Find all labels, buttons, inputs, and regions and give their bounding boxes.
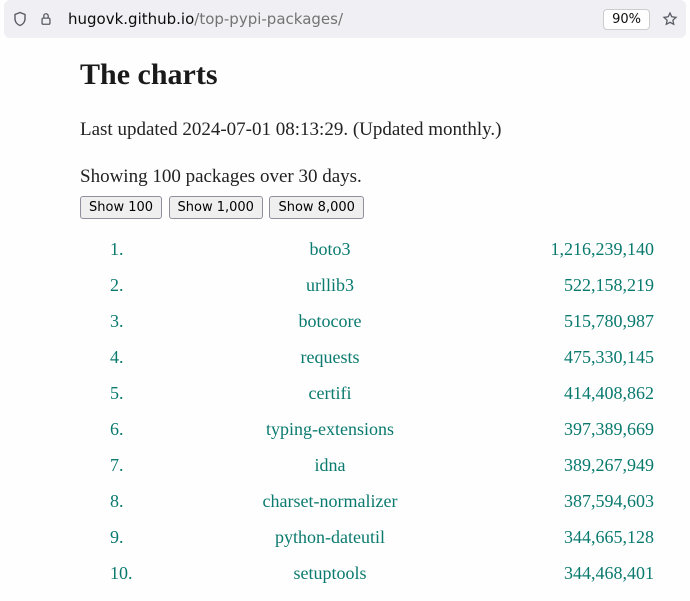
package-downloads: 414,408,862 — [504, 375, 654, 411]
package-name-cell: python-dateutil — [156, 519, 504, 555]
package-downloads: 389,267,949 — [504, 447, 654, 483]
package-downloads: 344,468,401 — [504, 555, 654, 591]
package-downloads: 1,216,239,140 — [504, 231, 654, 267]
package-link[interactable]: botocore — [299, 311, 362, 331]
package-link[interactable]: setuptools — [293, 563, 366, 583]
package-name-cell: botocore — [156, 303, 504, 339]
package-link[interactable]: requests — [301, 347, 360, 367]
page-title: The charts — [80, 58, 654, 92]
show-1000-button[interactable]: Show 1,000 — [169, 196, 263, 219]
package-row: urllib3 522,158,219 — [110, 267, 654, 303]
package-row: typing-extensions 397,389,669 — [110, 411, 654, 447]
package-name-cell: requests — [156, 339, 504, 375]
shield-icon[interactable] — [8, 7, 32, 31]
package-row: certifi 414,408,862 — [110, 375, 654, 411]
package-link[interactable]: python-dateutil — [275, 527, 385, 547]
package-name-cell: boto3 — [156, 231, 504, 267]
zoom-badge[interactable]: 90% — [603, 9, 650, 30]
package-link[interactable]: boto3 — [309, 239, 350, 259]
package-link[interactable]: urllib3 — [306, 275, 354, 295]
package-link[interactable]: typing-extensions — [266, 419, 394, 439]
package-row: requests 475,330,145 — [110, 339, 654, 375]
package-row: idna 389,267,949 — [110, 447, 654, 483]
package-downloads: 397,389,669 — [504, 411, 654, 447]
package-name-cell: urllib3 — [156, 267, 504, 303]
url-path: /top-pypi-packages/ — [194, 10, 343, 28]
package-name-cell: typing-extensions — [156, 411, 504, 447]
page-content: The charts Last updated 2024-07-01 08:13… — [0, 38, 690, 601]
package-row: python-dateutil 344,665,128 — [110, 519, 654, 555]
package-name-cell: certifi — [156, 375, 504, 411]
package-list: boto31,216,239,140urllib3522,158,219boto… — [80, 231, 654, 591]
url-host: hugovk.github.io — [68, 10, 194, 28]
show-100-button[interactable]: Show 100 — [80, 196, 162, 219]
package-link[interactable]: idna — [315, 455, 346, 475]
package-name-cell: idna — [156, 447, 504, 483]
package-link[interactable]: charset-normalizer — [263, 491, 398, 511]
package-row: charset-normalizer 387,594,603 — [110, 483, 654, 519]
package-row: setuptools 344,468,401 — [110, 555, 654, 591]
package-downloads: 522,158,219 — [504, 267, 654, 303]
package-downloads: 387,594,603 — [504, 483, 654, 519]
package-downloads: 515,780,987 — [504, 303, 654, 339]
package-row: boto3 1,216,239,140 — [110, 231, 654, 267]
package-downloads: 475,330,145 — [504, 339, 654, 375]
package-name-cell: charset-normalizer — [156, 483, 504, 519]
browser-address-bar: hugovk.github.io/top-pypi-packages/ 90% — [4, 0, 686, 38]
package-row: botocore 515,780,987 — [110, 303, 654, 339]
last-updated: Last updated 2024-07-01 08:13:29. (Updat… — [80, 116, 654, 145]
showing-line: Showing 100 packages over 30 days. — [80, 163, 654, 192]
bookmark-star-icon[interactable] — [658, 7, 682, 31]
url-input[interactable]: hugovk.github.io/top-pypi-packages/ — [60, 10, 601, 28]
lock-icon[interactable] — [34, 7, 58, 31]
show-buttons-row: Show 100 Show 1,000 Show 8,000 — [80, 195, 654, 219]
package-link[interactable]: certifi — [309, 383, 352, 403]
show-8000-button[interactable]: Show 8,000 — [269, 196, 363, 219]
package-name-cell: setuptools — [156, 555, 504, 591]
package-downloads: 344,665,128 — [504, 519, 654, 555]
